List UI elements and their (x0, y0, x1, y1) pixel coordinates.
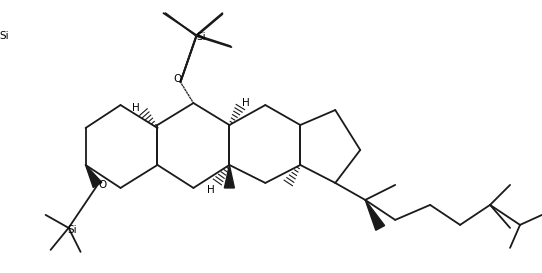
Text: Si: Si (68, 225, 78, 235)
Text: Si: Si (0, 31, 9, 41)
Text: H: H (132, 103, 139, 113)
Polygon shape (365, 200, 385, 230)
Text: O: O (173, 74, 182, 84)
Text: Si: Si (197, 32, 207, 42)
Text: H: H (207, 185, 214, 195)
Text: O: O (99, 180, 107, 190)
Polygon shape (86, 165, 102, 188)
Polygon shape (224, 165, 234, 188)
Text: H: H (242, 98, 250, 108)
